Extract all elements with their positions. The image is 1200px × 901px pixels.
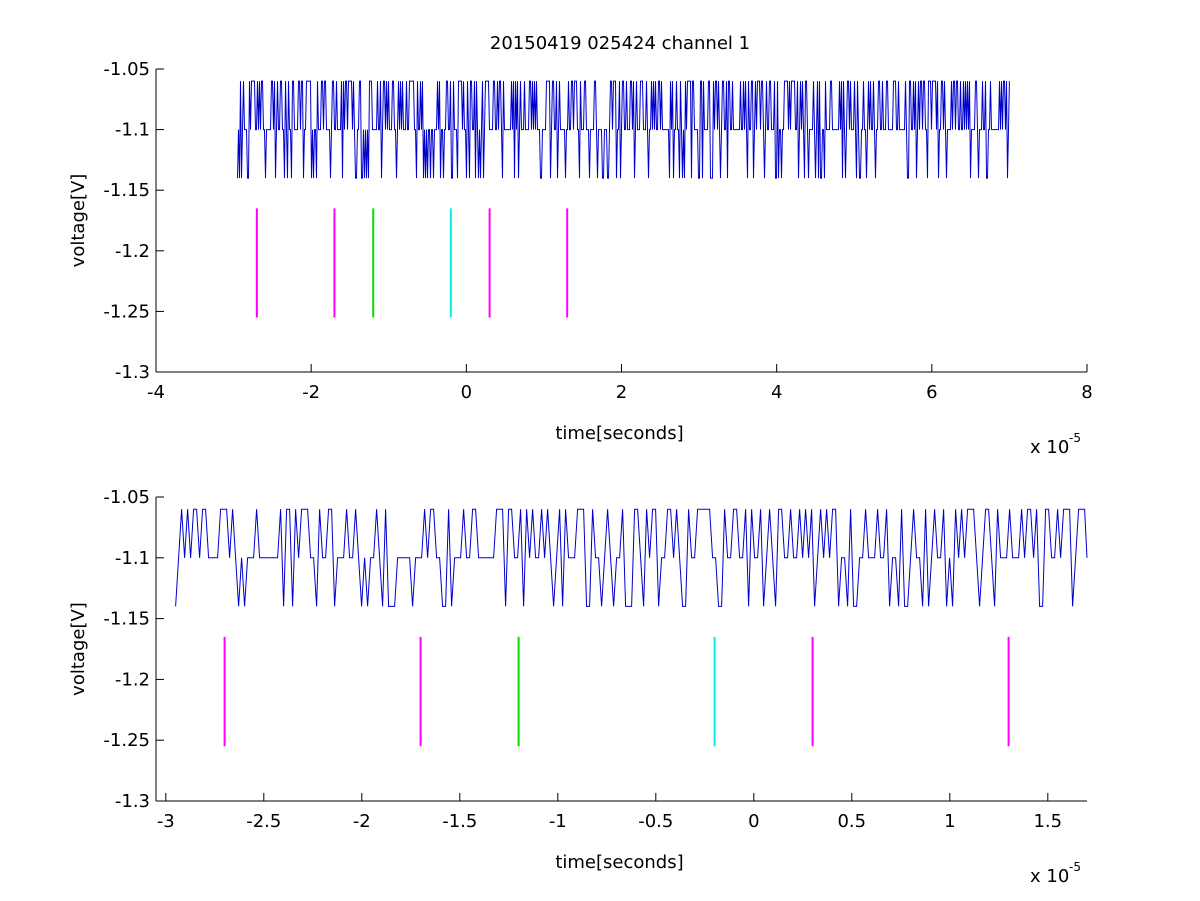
- x-exponent-base: x 10: [1030, 866, 1069, 887]
- x-axis-label: time[seconds]: [555, 423, 683, 444]
- x-tick-label: 8: [1081, 382, 1092, 403]
- x-tick-label: -3: [157, 811, 175, 832]
- x-exponent-power: -5: [1069, 860, 1081, 874]
- x-tick-label: 1.5: [1033, 811, 1062, 832]
- x-tick-label: 1: [944, 811, 955, 832]
- x-axis-label: time[seconds]: [555, 852, 683, 873]
- x-tick-label: -1.5: [442, 811, 477, 832]
- x-tick-label: -2.5: [246, 811, 281, 832]
- x-tick-label: -2: [353, 811, 371, 832]
- x-tick-label: 2: [616, 382, 627, 403]
- y-tick-label: -1.3: [115, 362, 150, 383]
- x-tick-label: -4: [147, 382, 165, 403]
- y-tick-label: -1.15: [103, 180, 150, 201]
- x-tick-label: 6: [926, 382, 937, 403]
- x-tick-label: 0.5: [837, 811, 866, 832]
- y-tick-label: -1.25: [103, 730, 150, 751]
- x-tick-label: 4: [771, 382, 782, 403]
- x-exponent-base: x 10: [1030, 437, 1069, 458]
- y-tick-label: -1.2: [115, 241, 150, 262]
- figure-title: 20150419 025424 channel 1: [490, 33, 750, 54]
- x-tick-label: 0: [461, 382, 472, 403]
- x-tick-label: -0.5: [638, 811, 673, 832]
- x-tick-label: -1: [549, 811, 567, 832]
- x-tick-label: -2: [302, 382, 320, 403]
- y-tick-label: -1.05: [103, 487, 150, 508]
- y-axis-label: voltage[V]: [68, 174, 89, 268]
- voltage-trace: [175, 508, 1088, 607]
- y-tick-label: -1.1: [115, 120, 150, 141]
- bottom-plot-panel: -1.05 -1.1 -1.15 -1.2 -1.25 -1.3 -3 -2.5 -2 -1.5 -…: [68, 487, 1088, 887]
- y-tick-label: -1.05: [103, 59, 150, 80]
- voltage-trace: [237, 80, 1010, 179]
- y-tick-label: -1.3: [115, 791, 150, 812]
- x-tick-label: 0: [748, 811, 759, 832]
- y-axis-label: voltage[V]: [68, 602, 89, 696]
- x-exponent-power: -5: [1069, 431, 1081, 445]
- y-tick-label: -1.25: [103, 301, 150, 322]
- y-tick-label: -1.15: [103, 609, 150, 630]
- top-plot-panel: -1.05 -1.1 -1.15 -1.2 -1.25 -1.3-4 -2 0 2 4 6 8 time…: [68, 59, 1093, 458]
- y-tick-label: -1.1: [115, 548, 150, 569]
- y-tick-label: -1.2: [115, 669, 150, 690]
